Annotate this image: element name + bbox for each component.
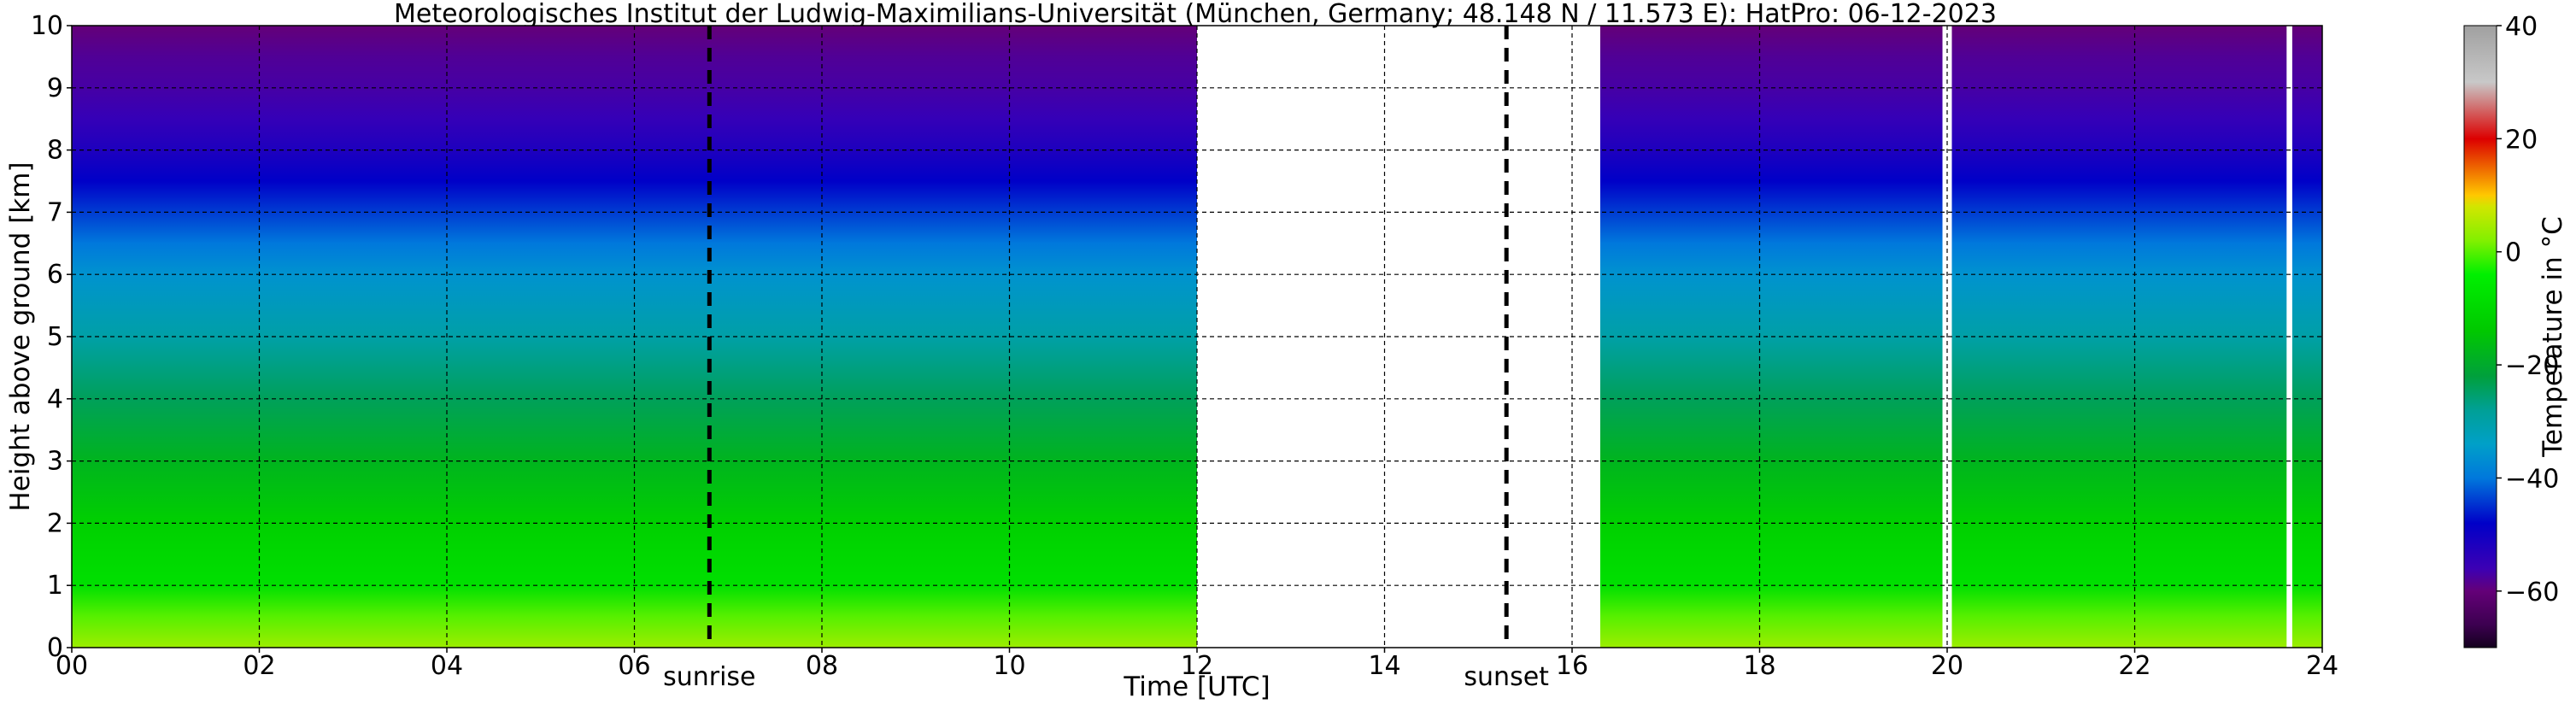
y-tick-label: 10 — [31, 11, 63, 41]
y-tick-label: 7 — [47, 197, 63, 227]
y-tick-label: 2 — [47, 508, 63, 538]
y-tick-label: 3 — [47, 447, 63, 477]
x-tick-label: 12 — [1181, 651, 1213, 681]
y-tick-label: 1 — [47, 571, 63, 601]
sunrise-label: sunrise — [663, 662, 755, 692]
x-tick-label: 08 — [806, 651, 838, 681]
chart-title: Meteorologisches Institut der Ludwig-Max… — [394, 0, 1997, 29]
y-tick-label: 9 — [47, 73, 63, 103]
colorbar-ticks: 40 20 0 −20 −40 −60 — [2497, 12, 2559, 607]
colorbar — [2464, 26, 2497, 648]
x-axis-label: Time [UTC] — [1123, 672, 1270, 702]
colorbar-label: Temperature in °C — [2538, 216, 2568, 457]
x-tick-label: 10 — [993, 651, 1025, 681]
y-tick-label: 6 — [47, 260, 63, 290]
x-tick-label: 22 — [2118, 651, 2151, 681]
y-tick-label: 0 — [47, 633, 63, 663]
annotation-lines — [707, 26, 1509, 648]
x-tick-label: 04 — [431, 651, 463, 681]
y-axis-ticks: 0 1 2 3 4 5 6 7 8 9 10 — [31, 11, 72, 663]
x-tick-label: 00 — [56, 651, 88, 681]
y-tick-label: 5 — [47, 322, 63, 352]
x-tick-label: 18 — [1743, 651, 1775, 681]
x-tick-label: 14 — [1368, 651, 1400, 681]
x-tick-label: 20 — [1931, 651, 1963, 681]
x-tick-label: 24 — [2306, 651, 2338, 681]
grid-lines — [72, 26, 2322, 648]
colorbar-tick-label: 20 — [2505, 125, 2538, 155]
y-axis-label: Height above ground [km] — [5, 161, 36, 511]
x-tick-label: 02 — [243, 651, 275, 681]
x-tick-label: 06 — [618, 651, 650, 681]
colorbar-tick-label: −20 — [2505, 351, 2559, 381]
colorbar-frame — [2463, 25, 2497, 648]
colorbar-tick-label: 40 — [2505, 12, 2538, 42]
y-tick-label: 4 — [47, 384, 63, 414]
x-axis-ticks: 00 02 04 06 08 10 12 14 16 18 20 22 24 — [56, 648, 2338, 681]
y-tick-label: 8 — [47, 136, 63, 166]
annotation-labels: sunrise sunset — [663, 662, 1549, 692]
colorbar-tick-label: 0 — [2505, 238, 2521, 268]
sunset-label: sunset — [1464, 662, 1549, 692]
colorbar-tick-label: −60 — [2505, 578, 2559, 607]
x-tick-label: 16 — [1556, 651, 1588, 681]
colorbar-tick-label: −40 — [2505, 464, 2559, 494]
